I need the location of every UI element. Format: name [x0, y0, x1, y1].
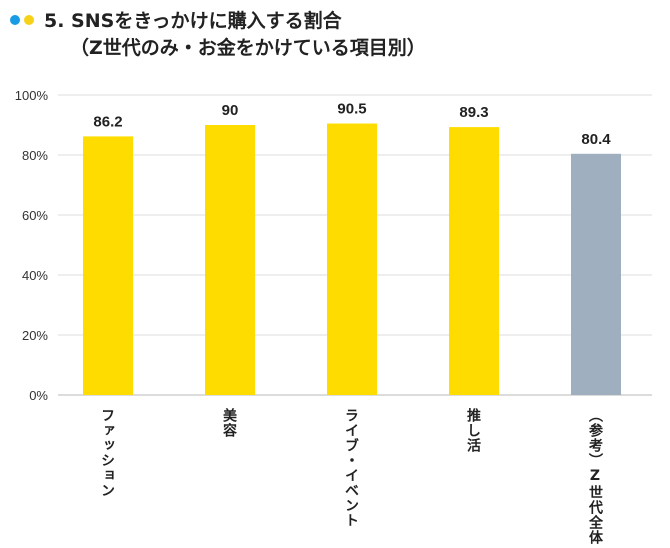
bar: [205, 125, 255, 395]
data-label: 89.3: [459, 104, 488, 121]
chart-title: 5. SNSをきっかけに購入する割合 （Z世代のみ・お金をかけている項目別）: [10, 8, 426, 62]
y-tick-label: 100%: [15, 88, 49, 103]
x-tick-label: ライブ・イベント: [343, 408, 359, 528]
data-label: 80.4: [581, 131, 611, 148]
title-line-1: 5. SNSをきっかけに購入する割合: [44, 10, 342, 32]
data-label: 90: [222, 102, 239, 119]
y-tick-label: 20%: [22, 328, 48, 343]
y-tick-label: 60%: [22, 208, 48, 223]
x-tick-label: （参考）Z世代全体: [587, 408, 603, 545]
x-tick-label: ファッション: [99, 408, 115, 498]
y-tick-label: 80%: [22, 148, 48, 163]
bar: [83, 136, 133, 395]
title-line-2: （Z世代のみ・お金をかけている項目別）: [70, 37, 426, 59]
bar: [571, 153, 621, 395]
data-label: 90.5: [337, 101, 366, 118]
yellow-dot-icon: [24, 15, 34, 25]
blue-dot-icon: [10, 15, 20, 25]
y-tick-label: 40%: [22, 268, 48, 283]
data-label: 86.2: [93, 113, 122, 130]
y-tick-label: 0%: [29, 388, 48, 403]
x-tick-label: 美容: [221, 408, 237, 438]
x-tick-label: 推し活: [465, 408, 481, 453]
bar: [327, 123, 377, 395]
title-dots-icon: [10, 6, 44, 33]
bar: [449, 127, 499, 395]
